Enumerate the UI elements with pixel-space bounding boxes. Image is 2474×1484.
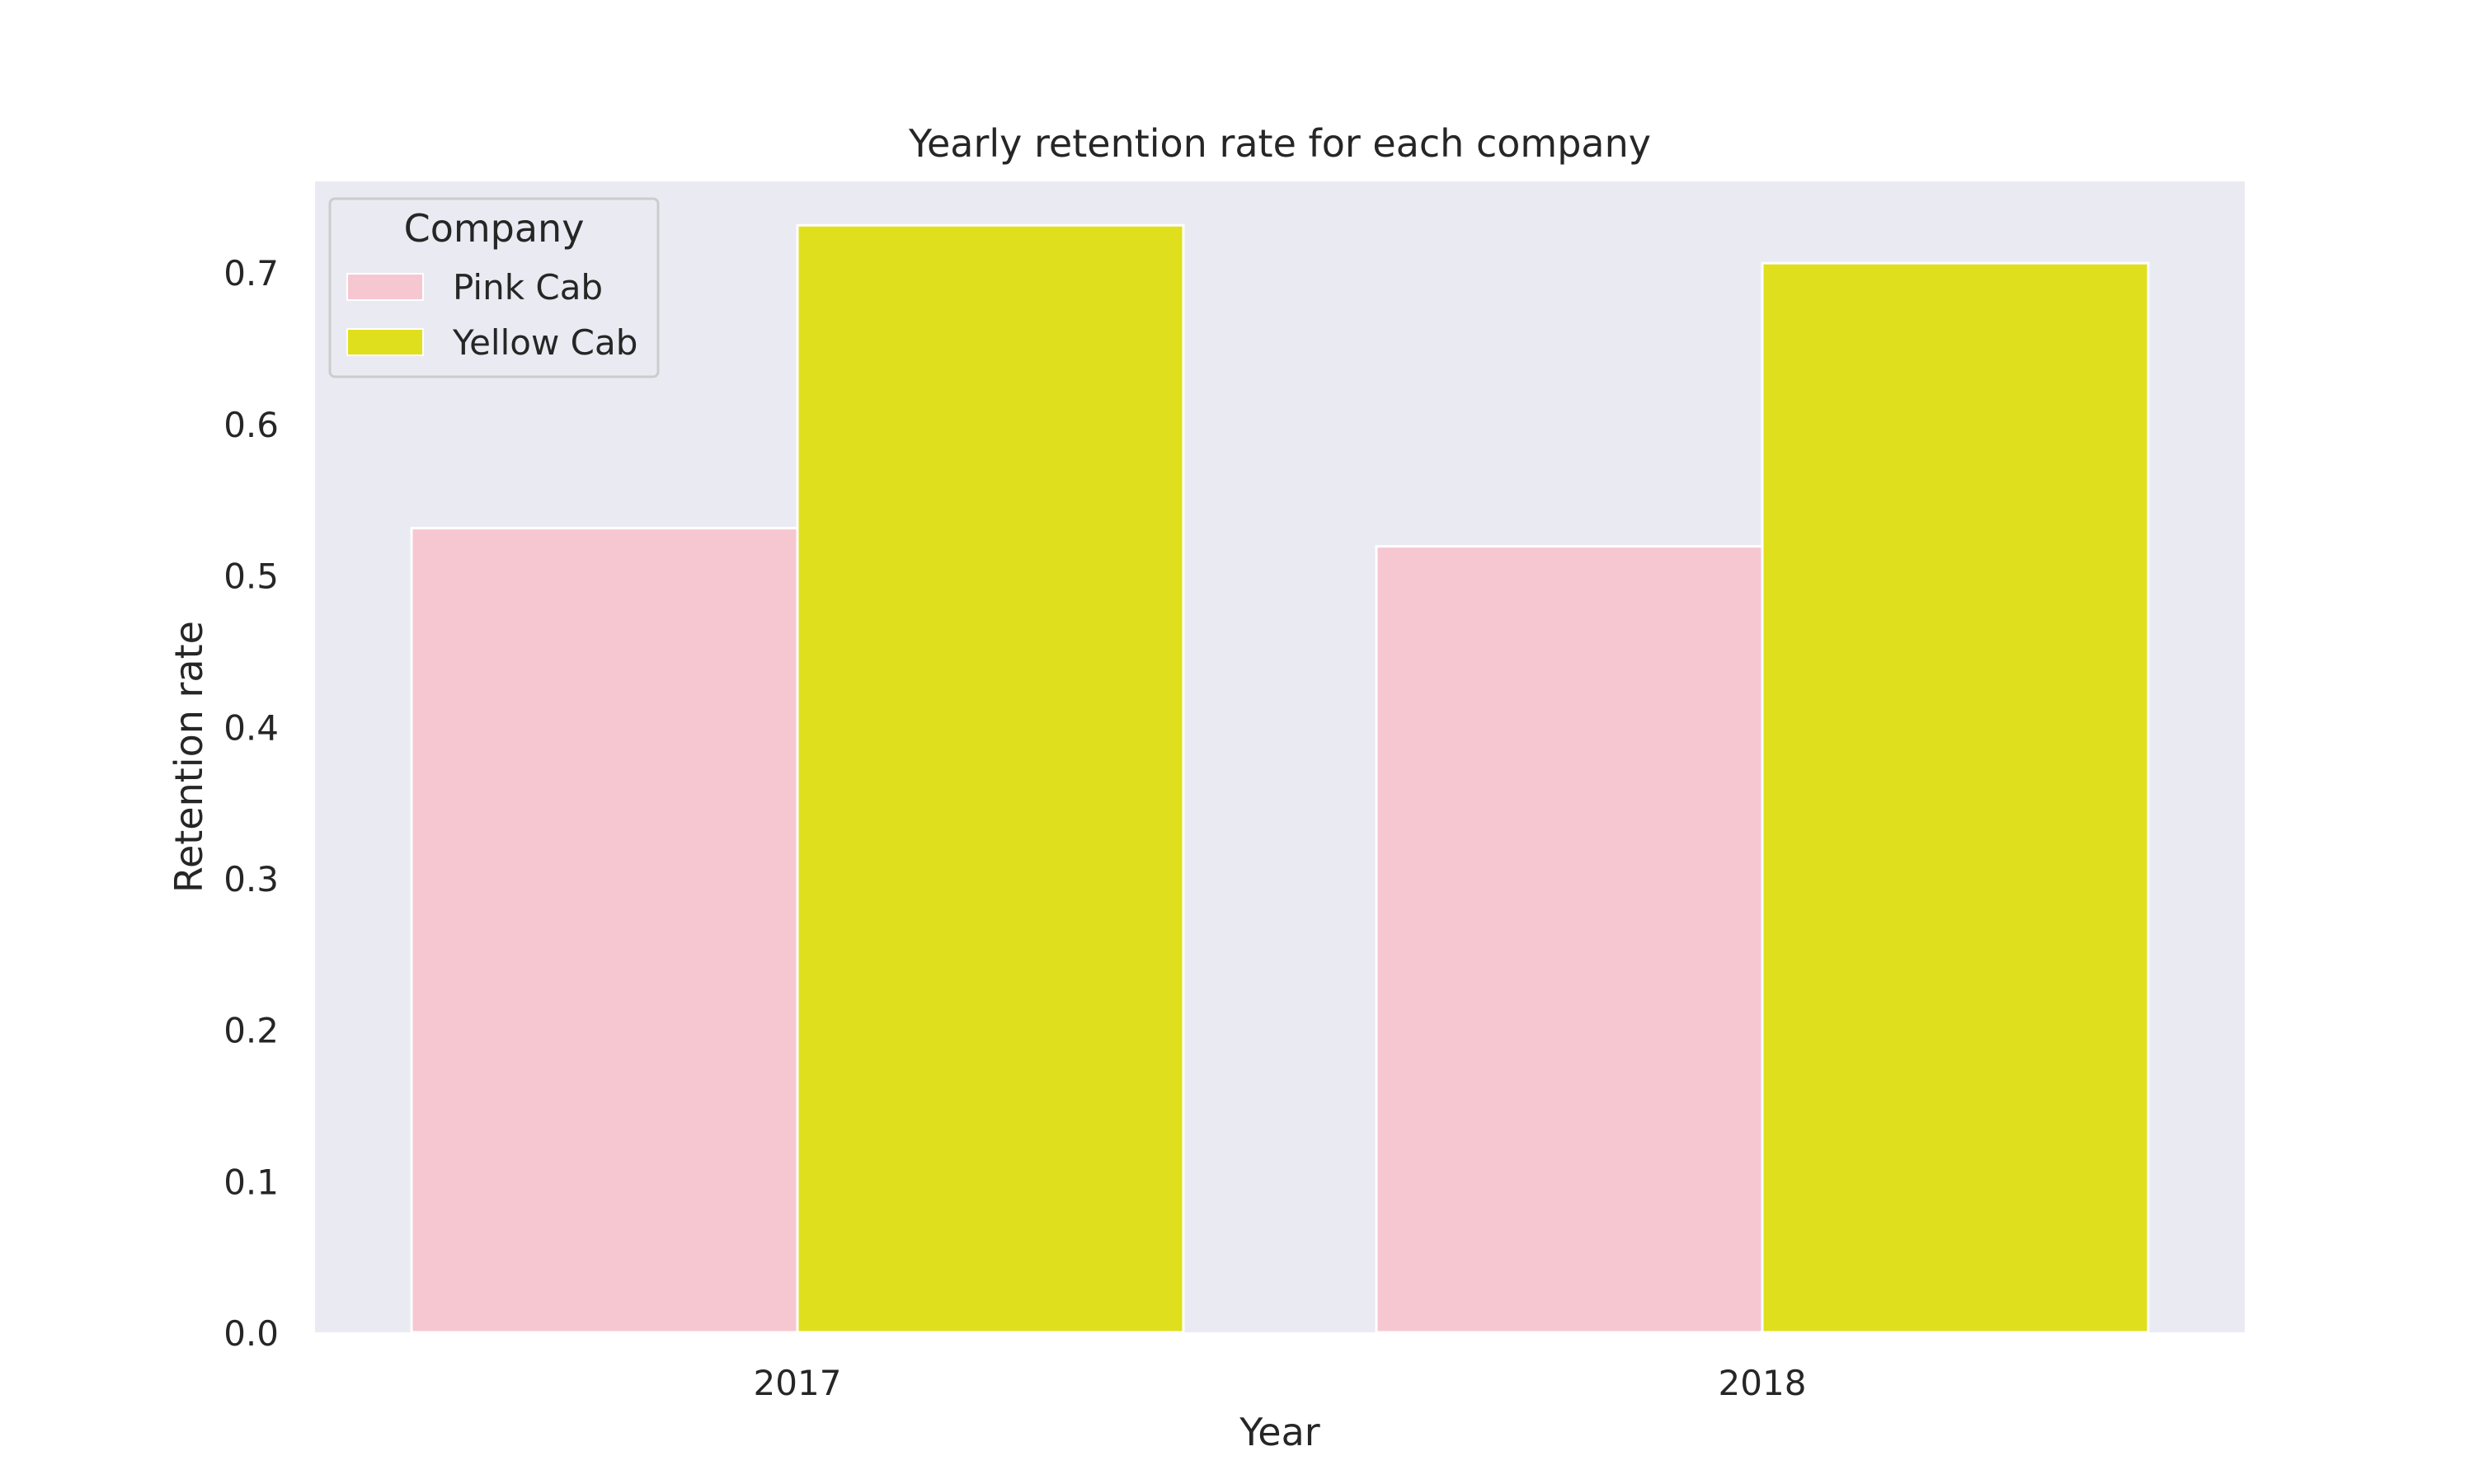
y-tick-label: 0.6 (223, 405, 279, 445)
y-axis-label: Retention rate (167, 621, 211, 893)
y-tick-label: 0.7 (223, 253, 279, 294)
bar-yellow-cab-2018 (1761, 261, 2150, 1334)
y-tick-label: 0.0 (223, 1313, 279, 1354)
y-tick-label: 0.4 (223, 707, 279, 748)
bar-pink-cab-2017 (410, 527, 799, 1334)
y-axis-ticks: 0.0 0.1 0.2 0.3 0.4 0.5 0.6 0.7 (223, 253, 279, 1354)
legend-label-pink-cab: Pink Cab (453, 267, 603, 308)
bar-yellow-cab-2017 (796, 223, 1185, 1334)
x-tick-label: 2017 (754, 1363, 842, 1403)
legend-swatch-pink-cab (346, 273, 424, 301)
legend: Company Pink Cab Yellow Cab (328, 197, 660, 378)
legend-title: Company (404, 206, 585, 251)
chart-title: Yearly retention rate for each company (908, 121, 1651, 166)
y-tick-label: 0.2 (223, 1011, 279, 1051)
y-tick-label: 0.3 (223, 859, 279, 899)
y-tick-label: 0.1 (223, 1162, 279, 1202)
x-axis-label: Year (1239, 1410, 1319, 1454)
legend-label-yellow-cab: Yellow Cab (452, 322, 637, 363)
x-axis-ticks: 2017 2018 (754, 1363, 1807, 1403)
bars (410, 223, 2150, 1334)
bar-pink-cab-2018 (1375, 545, 1764, 1334)
y-tick-label: 0.5 (223, 556, 279, 597)
x-tick-label: 2018 (1719, 1363, 1807, 1403)
legend-items: Pink Cab Yellow Cab (346, 267, 637, 363)
legend-swatch-yellow-cab (346, 328, 424, 356)
